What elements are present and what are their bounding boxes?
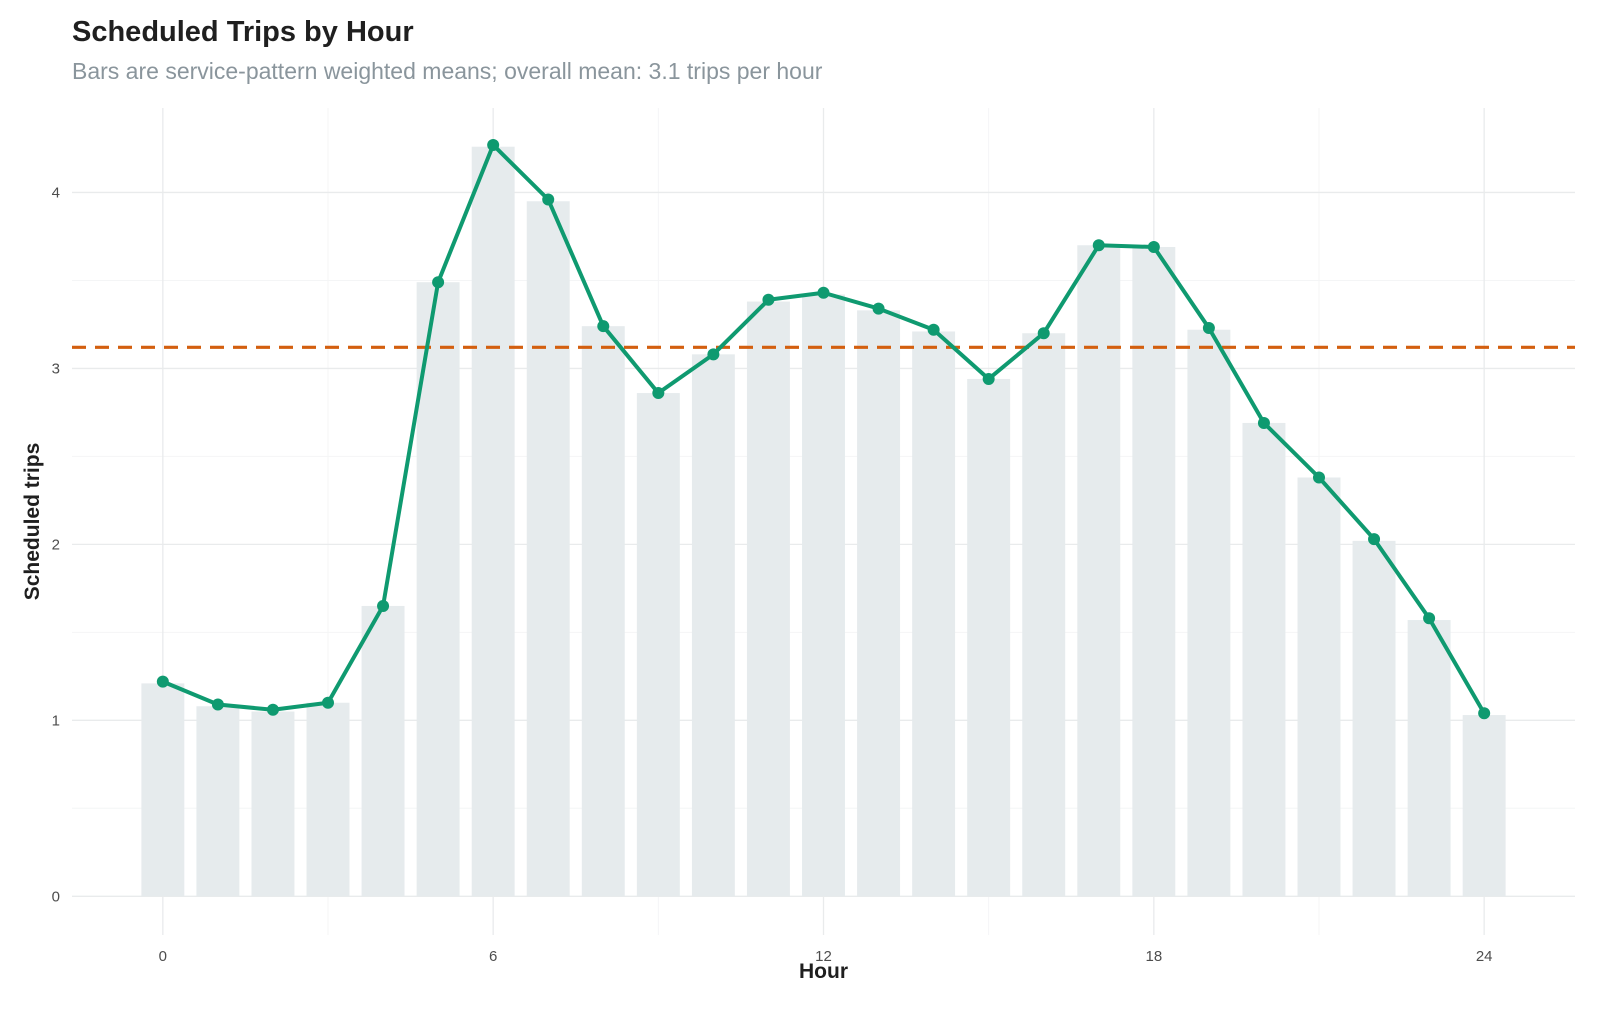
bar <box>857 310 901 897</box>
bar <box>912 331 956 897</box>
data-point <box>762 293 775 306</box>
x-tick-label: 0 <box>159 948 167 965</box>
data-point <box>156 675 169 688</box>
bar <box>1187 329 1231 897</box>
bar <box>691 354 735 897</box>
data-point <box>211 698 224 711</box>
x-tick-label: 6 <box>489 948 497 965</box>
bar <box>526 201 570 897</box>
data-point <box>1037 327 1050 340</box>
data-point <box>597 320 610 333</box>
bar <box>416 282 460 897</box>
data-point <box>1257 416 1270 429</box>
data-point <box>1368 533 1381 546</box>
data-point <box>652 387 665 400</box>
bar <box>306 702 350 897</box>
bar <box>1462 715 1506 897</box>
y-axis-title: Scheduled trips <box>21 443 44 601</box>
data-point <box>377 599 390 612</box>
data-point <box>707 348 720 361</box>
data-point <box>432 276 445 289</box>
data-point <box>1092 239 1105 252</box>
bar <box>141 683 185 897</box>
x-tick-label: 12 <box>815 948 832 965</box>
bar <box>1132 247 1176 897</box>
y-tick-label: 0 <box>52 888 60 905</box>
bar <box>361 605 405 897</box>
bar <box>196 706 240 897</box>
data-point <box>817 286 830 299</box>
bar <box>1407 620 1451 897</box>
data-point <box>487 138 500 151</box>
bar <box>1352 540 1396 897</box>
bars <box>141 146 1506 897</box>
data-point <box>982 372 995 385</box>
data-point <box>1202 321 1215 334</box>
data-point <box>872 302 885 315</box>
data-point <box>1478 707 1491 720</box>
bar <box>1022 333 1066 897</box>
y-tick-label: 4 <box>52 184 60 201</box>
bar <box>636 393 680 897</box>
x-axis-title: Hour <box>799 960 848 983</box>
data-point <box>1147 241 1160 254</box>
data-point <box>266 703 279 716</box>
bar <box>1297 477 1341 897</box>
data-point <box>322 696 335 709</box>
y-tick-label: 3 <box>52 360 60 377</box>
bar <box>1077 245 1121 897</box>
bar <box>967 378 1011 897</box>
chart-subtitle: Bars are service-pattern weighted means;… <box>72 58 823 84</box>
x-tick-label: 24 <box>1476 948 1493 965</box>
x-tick-label: 18 <box>1145 948 1162 965</box>
bar <box>746 301 790 897</box>
bar <box>251 711 295 897</box>
data-point <box>542 193 555 206</box>
y-tick-label: 2 <box>52 536 60 553</box>
line-series <box>156 138 1491 720</box>
data-point <box>1312 471 1325 484</box>
bar <box>581 326 625 897</box>
bar <box>471 146 515 897</box>
data-point <box>1423 612 1436 625</box>
data-point <box>927 323 940 336</box>
chart-title: Scheduled Trips by Hour <box>72 16 414 48</box>
bar <box>802 294 845 897</box>
bar <box>1242 422 1286 897</box>
y-tick-label: 1 <box>52 712 60 729</box>
